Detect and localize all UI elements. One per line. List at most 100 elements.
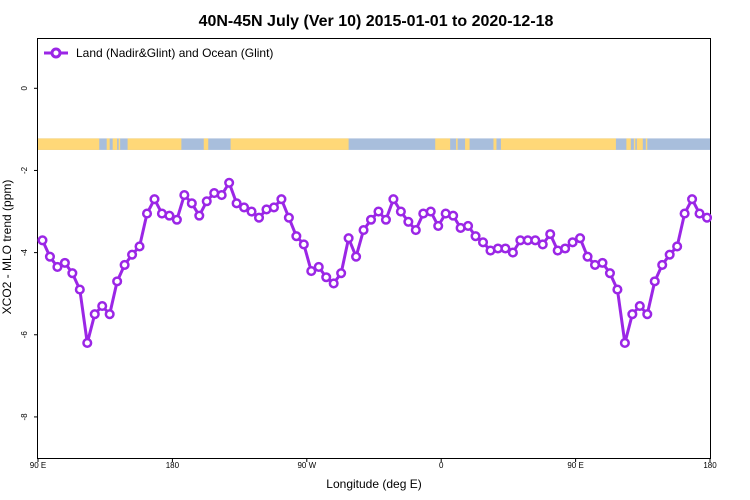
data-point xyxy=(82,337,93,349)
data-point xyxy=(358,224,369,236)
data-point xyxy=(37,235,48,246)
data-point xyxy=(395,206,406,217)
land-segment xyxy=(127,138,182,150)
x-tick-label: 90 E xyxy=(30,461,46,470)
data-point xyxy=(582,251,593,262)
data-point xyxy=(567,237,578,248)
land-segment xyxy=(435,138,451,150)
x-axis: 90 E 180 90 W 0 90 E 180 xyxy=(30,458,717,470)
data-point xyxy=(448,210,459,221)
data-point xyxy=(201,196,212,207)
data-point xyxy=(433,220,444,231)
data-point xyxy=(642,309,653,320)
data-point xyxy=(149,194,160,205)
data-point xyxy=(328,278,339,289)
data-point xyxy=(179,190,190,201)
land-segment xyxy=(38,138,100,150)
data-point xyxy=(74,284,85,295)
land-segment xyxy=(493,138,497,150)
land-segment xyxy=(456,138,458,150)
data-point xyxy=(672,241,683,252)
land-segment xyxy=(645,138,648,150)
data-point xyxy=(627,309,638,320)
y-tick-label: -8 xyxy=(20,413,29,421)
ocean-band xyxy=(38,138,710,150)
data-point xyxy=(463,220,474,231)
land-segment xyxy=(500,138,616,150)
data-point xyxy=(239,202,250,213)
y-axis: 0 -2 -4 -6 -8 xyxy=(20,86,38,421)
data-point xyxy=(701,212,713,223)
data-point xyxy=(470,231,481,242)
legend: Land (Nadir&Glint) and Ocean (Glint) xyxy=(44,46,273,60)
data-point xyxy=(291,231,302,242)
data-point xyxy=(253,212,265,223)
data-point xyxy=(500,243,511,254)
data-point xyxy=(545,229,556,240)
data-point xyxy=(530,235,541,246)
data-point xyxy=(141,208,153,219)
land-segment xyxy=(203,138,209,150)
data-point xyxy=(112,276,123,287)
data-point xyxy=(410,224,421,236)
data-point xyxy=(164,210,175,221)
data-point xyxy=(679,208,690,219)
data-point xyxy=(313,261,324,273)
data-point xyxy=(134,241,145,252)
data-point xyxy=(321,272,332,283)
data-point xyxy=(216,190,227,201)
data-point xyxy=(194,210,205,221)
series-line-group xyxy=(37,177,713,349)
land-segment xyxy=(118,138,121,150)
y-tick-label: -2 xyxy=(20,166,29,174)
land-ocean-strip xyxy=(38,138,710,150)
data-point xyxy=(507,247,518,258)
data-point xyxy=(231,198,242,209)
land-segment xyxy=(636,138,643,150)
data-point xyxy=(388,194,399,205)
x-tick-label: 180 xyxy=(703,461,717,470)
plot-frame xyxy=(37,38,711,459)
data-point xyxy=(380,214,391,225)
land-segment xyxy=(633,138,636,150)
data-point xyxy=(306,266,317,277)
data-point xyxy=(276,194,287,205)
data-point xyxy=(657,259,668,270)
data-point xyxy=(365,214,377,225)
data-point xyxy=(127,249,138,260)
data-point xyxy=(649,276,660,287)
data-point xyxy=(89,309,100,320)
data-point xyxy=(403,216,414,227)
data-point xyxy=(67,268,78,279)
x-tick-label: 90 W xyxy=(297,461,316,470)
data-point xyxy=(537,239,548,250)
data-point xyxy=(186,198,197,209)
data-point xyxy=(664,249,675,260)
land-segment xyxy=(465,138,470,150)
data-point xyxy=(619,337,630,349)
y-tick-label: 0 xyxy=(20,86,29,91)
y-tick-label: -4 xyxy=(20,249,29,257)
data-point xyxy=(597,257,608,268)
data-point xyxy=(119,259,130,270)
data-point xyxy=(373,206,384,217)
y-axis-label: XCO2 - MLO trend (ppm) xyxy=(0,180,14,315)
data-point xyxy=(246,206,257,217)
legend-entry-label: Land (Nadir&Glint) and Ocean (Glint) xyxy=(76,46,273,60)
y-tick-label: -6 xyxy=(20,331,29,339)
data-point xyxy=(97,300,108,312)
x-tick-label: 90 E xyxy=(567,461,583,470)
data-point xyxy=(477,237,489,248)
data-point xyxy=(52,261,63,273)
data-point xyxy=(351,251,362,262)
data-point xyxy=(59,257,70,268)
x-axis-label: Longitude (deg E) xyxy=(326,477,421,491)
legend-point-marker xyxy=(50,47,62,59)
data-point xyxy=(687,194,698,205)
land-segment xyxy=(112,138,118,150)
data-point xyxy=(224,177,235,188)
x-tick-label: 180 xyxy=(166,461,180,470)
land-segment xyxy=(626,138,631,150)
data-point xyxy=(283,212,294,223)
